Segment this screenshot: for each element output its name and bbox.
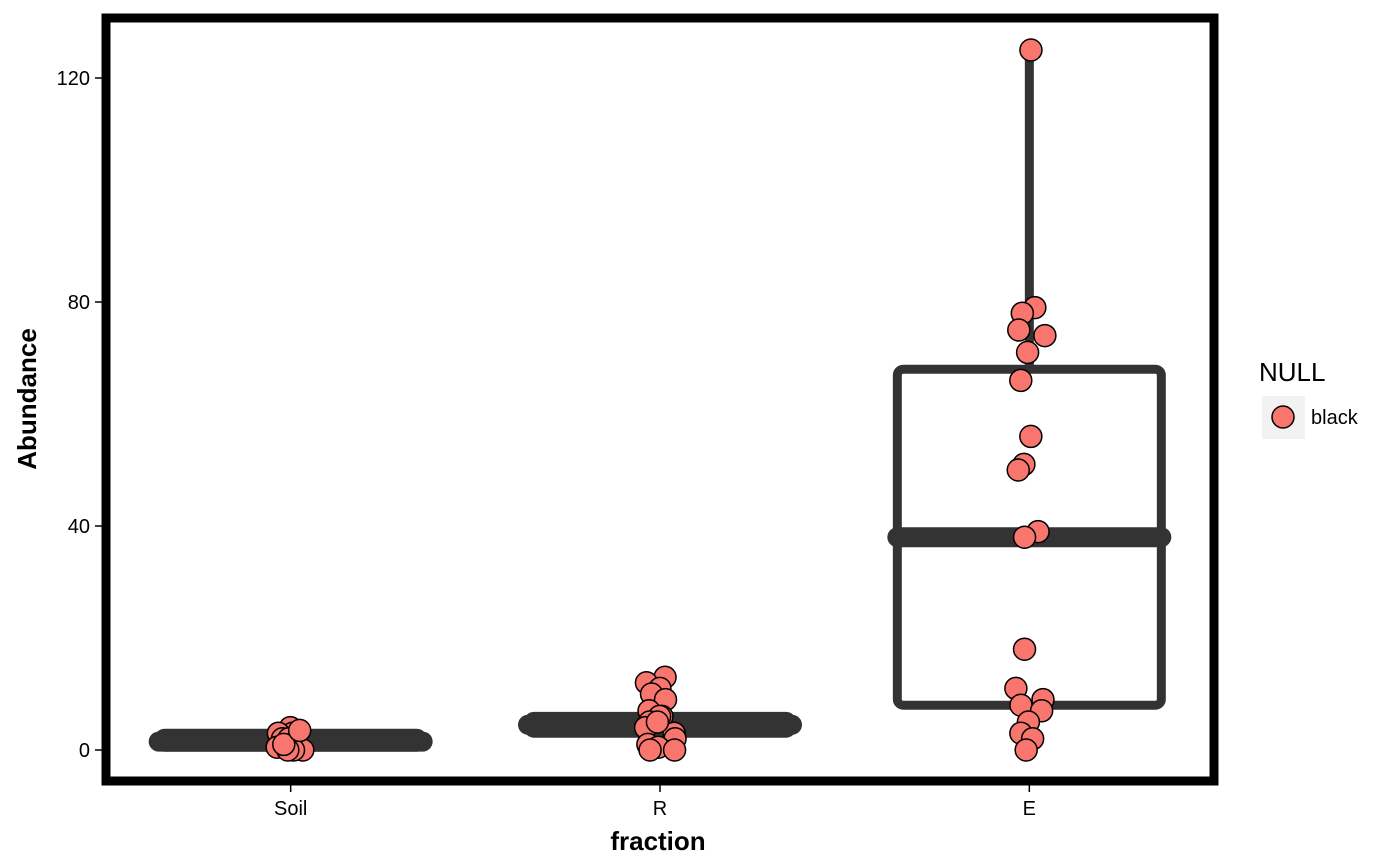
y-axis-title: Abundance	[12, 328, 42, 470]
points-r	[633, 665, 687, 762]
data-point	[645, 710, 670, 734]
data-point	[1033, 323, 1057, 348]
panel-border	[101, 13, 1219, 786]
data-point	[1012, 525, 1037, 549]
y-tick-label: 120	[57, 68, 90, 90]
x-axis: Soil R E	[274, 785, 1036, 820]
data-point	[1015, 340, 1040, 365]
x-tick-label: E	[1023, 798, 1036, 820]
data-point	[287, 718, 312, 743]
points-soil	[265, 715, 315, 762]
data-point	[662, 738, 687, 762]
y-tick-label: 0	[79, 740, 90, 762]
data-point	[1012, 637, 1037, 661]
data-point	[638, 738, 662, 762]
data-point	[1007, 318, 1031, 342]
y-tick-label: 80	[68, 292, 90, 314]
boxes-layer	[148, 50, 1172, 752]
data-point	[1009, 368, 1033, 393]
legend-label: black	[1311, 407, 1359, 429]
data-point	[1019, 38, 1043, 62]
y-axis: 0 40 80 120	[57, 68, 102, 762]
data-point	[1006, 458, 1030, 482]
legend: NULL black	[1259, 357, 1359, 439]
data-point	[1019, 424, 1043, 449]
x-tick-label: Soil	[274, 798, 307, 820]
points-layer	[265, 38, 1057, 762]
legend-title: NULL	[1259, 357, 1325, 387]
data-point	[1014, 738, 1038, 762]
legend-key-swatch	[1271, 405, 1295, 429]
points-e	[1004, 38, 1057, 762]
data-point	[272, 732, 296, 757]
y-tick-label: 40	[68, 516, 90, 538]
x-tick-label: R	[653, 798, 667, 820]
x-axis-title: fraction	[610, 826, 705, 856]
